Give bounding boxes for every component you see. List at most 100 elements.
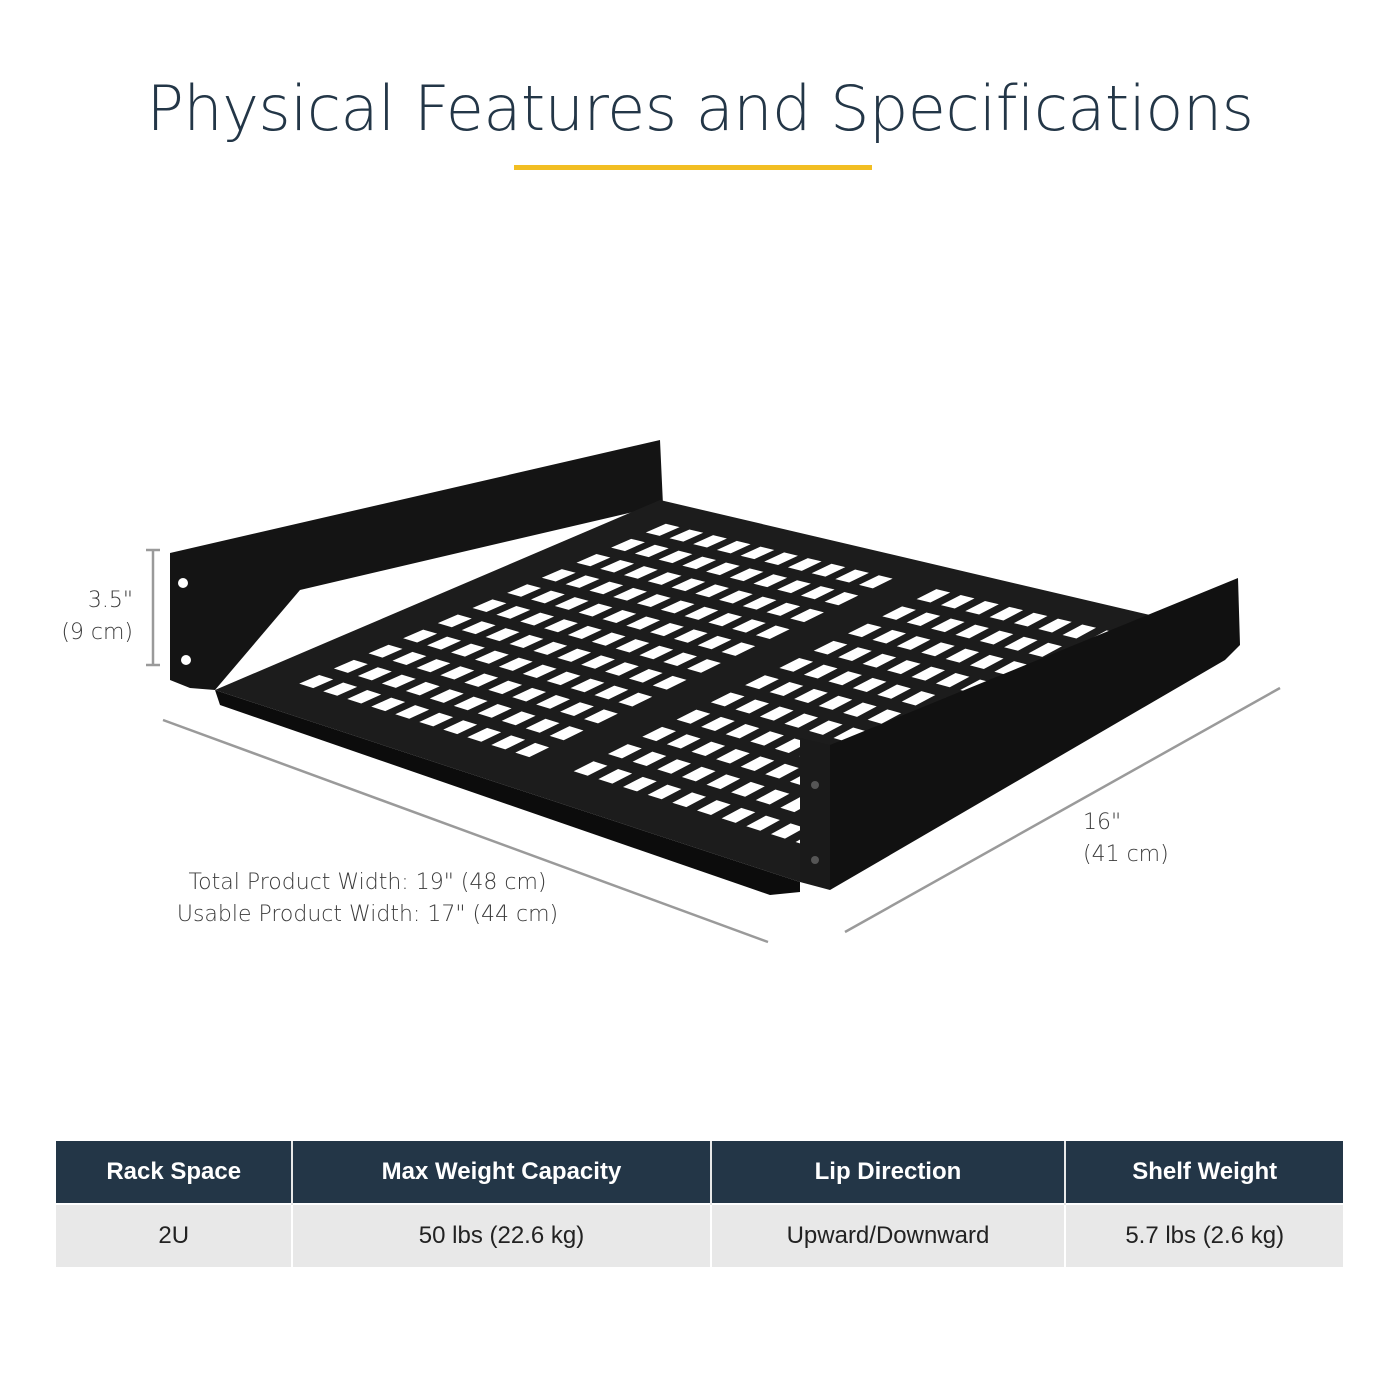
height-dimension-label: 3.5" (9 cm) [60,585,133,649]
header-shelf-weight: Shelf Weight [1065,1141,1343,1204]
vent-slot [560,702,594,717]
vent-slot [721,642,756,656]
vent-slot [615,639,650,653]
vent-slot [811,563,846,577]
vent-slot [515,742,550,758]
height-inches: 3.5" [87,588,133,613]
vent-slot [955,624,989,639]
vent-slot [464,673,499,687]
shelf-left-wall [170,440,663,690]
vent-slot [600,560,635,573]
vent-slot [498,657,533,671]
vent-slot [729,568,764,582]
vent-slot [437,614,472,628]
vent-slot [607,744,642,759]
vent-slot [650,622,684,637]
vent-slot [440,666,475,680]
specs-table: Rack Space Max Weight Capacity Lip Direc… [56,1141,1343,1267]
vent-slot [520,612,555,626]
vent-slot [843,702,877,717]
value-max-weight: 50 lbs (22.6 kg) [292,1203,712,1267]
vent-slot [681,766,716,782]
usable-width: Usable Product Width: 17" (44 cm) [176,902,559,927]
vent-slot [589,581,624,595]
vent-slot [684,606,719,620]
vent-slot [848,623,882,638]
vent-slot [591,632,626,646]
vent-slot [808,720,843,735]
vent-slot [784,713,819,728]
vent-slot [647,784,682,800]
vent-slot [512,687,547,702]
vent-slot [639,645,674,660]
vent-slot [687,659,721,673]
vent-slot [632,751,667,767]
vent-slot [333,659,368,673]
vent-slot [706,774,741,790]
vent-slot [634,544,669,558]
vent-slot [735,699,770,714]
vent-slot [299,674,334,689]
vent-slot [666,734,701,749]
vent-slot [660,600,695,614]
vent-slot [887,660,921,675]
vent-slot [777,580,811,594]
vent-slot [935,673,970,688]
vent-slot [554,597,589,610]
vent-slot [419,712,454,727]
vent-slot [769,682,804,697]
vent-slot [872,629,907,644]
header-max-weight: Max Weight Capacity [292,1141,712,1204]
header-rack-space: Rack Space [56,1141,294,1204]
vent-slot [594,685,629,700]
vent-slot [1062,624,1097,639]
vent-slot [921,642,955,657]
vent-slot [381,674,416,688]
vent-slot [602,610,637,624]
vent-slot [347,690,382,704]
vent-slot [573,761,608,776]
vent-slot [740,756,775,772]
specs-header-row: Rack Space Max Weight Capacity Lip Direc… [56,1141,1343,1204]
vent-slot [453,696,488,711]
vent-slot [611,538,645,552]
vent-slot [833,727,868,743]
vent-slot [965,600,999,615]
vent-slot [693,535,727,548]
vent-slot [507,584,542,597]
vent-slot [642,726,677,742]
vent-slot [835,569,869,583]
total-width: Total Product Width: 19" (48 cm) [188,870,547,895]
vent-slot [901,691,936,706]
vent-slot [862,653,897,668]
vent-slot [766,602,801,616]
vent-slot [530,590,565,604]
vent-slot [672,792,707,808]
vent-slot [536,695,570,709]
vent-slot [800,586,835,600]
vent-slot [395,705,430,719]
shelf-right-wall [830,578,1240,890]
vent-slot [461,621,496,635]
depth-cm: (41 cm) [1083,842,1169,867]
vent-slot [429,689,464,703]
vent-slot [443,720,478,735]
vent-slot [613,587,647,601]
vent-slot [451,643,485,657]
vent-slot [718,590,753,604]
vent-slot [636,594,671,608]
vent-slot [657,759,691,774]
vent-slot [663,652,698,666]
vent-slot [896,636,931,650]
vent-slot [565,575,600,588]
vent-slot [765,763,799,779]
vent-slot [779,658,814,672]
vent-slot [838,647,872,662]
vent-slot [474,650,509,664]
vent-slot [658,550,693,564]
vent-slot [626,616,661,630]
vent-slot [710,692,745,707]
vent-slot [485,628,520,642]
vent-slot [541,569,576,582]
vent-slot [546,671,581,686]
